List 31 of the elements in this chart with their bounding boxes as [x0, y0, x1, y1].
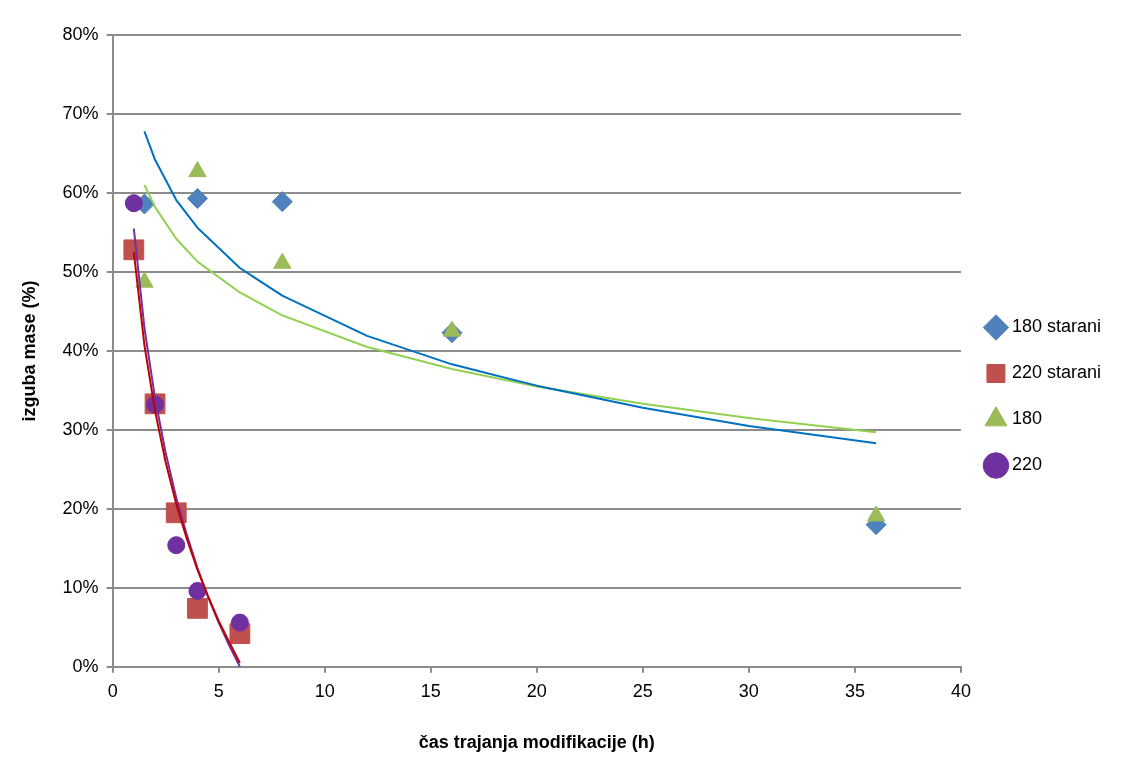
- x-tick-label: 30: [738, 680, 759, 701]
- y-tick-label: 10%: [62, 576, 99, 597]
- y-tick-label: 50%: [62, 260, 99, 281]
- point: [188, 581, 207, 600]
- x-tick-label: 10: [314, 680, 335, 701]
- y-tick-label: 0%: [72, 655, 99, 676]
- x-tick-label: 0: [107, 680, 118, 701]
- x-tick-label: 5: [213, 680, 224, 701]
- y-tick-label: 60%: [62, 181, 99, 202]
- x-tick-label: 15: [420, 680, 441, 701]
- y-tick-label: 80%: [62, 23, 99, 44]
- y-tick-label: 70%: [62, 102, 99, 123]
- y-tick-label: 20%: [62, 497, 99, 518]
- legend-label: 180 starani: [1011, 316, 1101, 337]
- y-tick-label: 30%: [62, 418, 99, 439]
- point: [271, 191, 293, 213]
- x-tick-label: 35: [844, 680, 865, 701]
- legend-label: 220 starani: [1011, 362, 1101, 383]
- y-tick-label: 40%: [62, 339, 99, 360]
- point: [124, 194, 143, 213]
- y-axis-title: izguba mase (%): [18, 280, 39, 422]
- x-axis-title: čas trajanja modifikacije (h): [418, 732, 655, 753]
- x-tick-label: 25: [632, 680, 653, 701]
- x-tick-label: 40: [950, 680, 971, 701]
- point: [230, 613, 249, 632]
- legend-label: 220: [1011, 454, 1042, 475]
- point: [186, 187, 208, 209]
- point: [167, 536, 186, 555]
- legend-label: 180: [1011, 408, 1042, 429]
- point: [187, 597, 208, 619]
- x-tick-label: 20: [526, 680, 547, 701]
